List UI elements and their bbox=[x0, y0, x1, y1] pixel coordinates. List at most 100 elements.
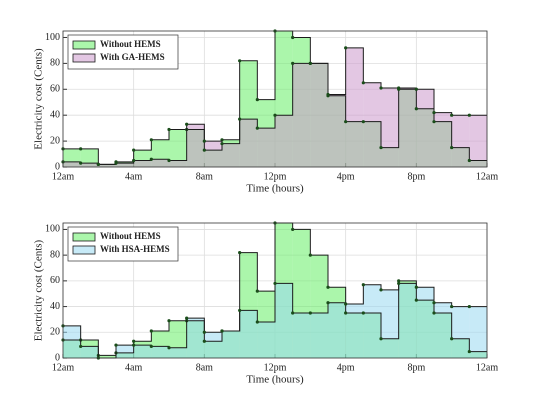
step-marker bbox=[361, 120, 365, 124]
step-marker bbox=[291, 61, 295, 65]
step-marker bbox=[397, 86, 401, 90]
x-tick-label: 12pm bbox=[264, 171, 287, 182]
step-marker bbox=[238, 250, 242, 255]
x-tick-label: 8pm bbox=[407, 171, 425, 182]
step-marker bbox=[414, 285, 418, 289]
step-marker bbox=[202, 330, 206, 334]
step-area bbox=[222, 331, 240, 358]
step-marker bbox=[308, 61, 312, 65]
step-marker bbox=[255, 126, 259, 130]
step-marker bbox=[450, 337, 454, 341]
y-tick-label: 20 bbox=[50, 135, 60, 146]
step-area bbox=[292, 63, 311, 167]
step-marker bbox=[397, 279, 401, 283]
y-tick-label: 0 bbox=[55, 161, 60, 172]
step-marker bbox=[326, 92, 330, 97]
step-marker bbox=[167, 127, 171, 132]
step-marker bbox=[132, 339, 136, 343]
step-marker bbox=[397, 281, 401, 286]
x-tick-label: 12pm bbox=[264, 362, 287, 373]
step-marker bbox=[255, 320, 259, 324]
step-marker bbox=[467, 158, 471, 163]
step-area bbox=[469, 306, 487, 358]
x-tick-label: 12am bbox=[52, 171, 74, 182]
x-tick-label: 8pm bbox=[407, 362, 425, 373]
step-area bbox=[345, 304, 364, 358]
step-area bbox=[186, 124, 205, 167]
step-marker bbox=[114, 343, 118, 347]
step-area bbox=[451, 115, 470, 167]
series bbox=[63, 283, 487, 358]
step-area bbox=[133, 345, 152, 358]
step-marker bbox=[379, 337, 383, 341]
step-marker bbox=[432, 120, 436, 124]
step-area bbox=[345, 47, 364, 167]
step-marker bbox=[326, 285, 330, 289]
x-tick-label: 4am bbox=[125, 171, 142, 182]
step-marker bbox=[308, 253, 312, 257]
step-area bbox=[398, 283, 417, 358]
step-marker bbox=[308, 311, 312, 315]
legend-label: Without HEMS bbox=[100, 231, 161, 241]
legend-label: With HSA-HEMS bbox=[100, 244, 170, 254]
y-tick-label: 60 bbox=[50, 275, 60, 286]
step-area bbox=[416, 287, 434, 358]
step-area bbox=[239, 119, 258, 167]
step-marker bbox=[255, 98, 259, 102]
x-tick-label: 12am bbox=[476, 171, 498, 182]
step-marker bbox=[114, 161, 118, 165]
step-marker bbox=[467, 113, 471, 117]
step-area bbox=[116, 163, 134, 167]
legend-swatch bbox=[72, 245, 96, 255]
step-outline bbox=[63, 282, 487, 359]
step-area bbox=[416, 89, 434, 167]
step-marker bbox=[149, 329, 153, 333]
step-area bbox=[434, 112, 452, 167]
step-area bbox=[98, 355, 116, 358]
step-marker bbox=[379, 86, 383, 90]
step-marker bbox=[132, 343, 136, 347]
step-area bbox=[310, 63, 328, 167]
step-area bbox=[239, 310, 258, 358]
step-marker bbox=[432, 311, 436, 315]
step-area bbox=[381, 87, 399, 167]
step-marker bbox=[202, 139, 206, 143]
x-tick-label: 4pm bbox=[337, 171, 355, 182]
step-marker bbox=[432, 111, 436, 115]
y-tick-label: 20 bbox=[50, 327, 60, 338]
step-marker bbox=[185, 122, 189, 126]
step-marker bbox=[467, 349, 471, 354]
step-marker bbox=[291, 311, 295, 315]
step-marker bbox=[450, 113, 454, 117]
step-area bbox=[451, 306, 470, 358]
step-area bbox=[363, 82, 381, 167]
x-axis-label: Time (hours) bbox=[246, 183, 304, 195]
step-marker bbox=[450, 304, 454, 309]
step-marker bbox=[344, 302, 348, 306]
step-marker bbox=[414, 87, 418, 91]
step-marker bbox=[202, 339, 206, 343]
x-axis-label: Time (hours) bbox=[246, 374, 304, 386]
step-marker bbox=[167, 158, 171, 163]
x-tick-label: 8am bbox=[196, 362, 213, 373]
step-marker bbox=[361, 311, 365, 315]
step-marker bbox=[291, 35, 295, 40]
x-tick-label: 4am bbox=[125, 362, 142, 373]
step-area bbox=[292, 313, 311, 358]
step-area bbox=[257, 128, 275, 167]
step-area bbox=[80, 163, 99, 167]
step-area bbox=[275, 283, 293, 358]
step-area bbox=[398, 87, 417, 167]
step-area bbox=[169, 347, 187, 358]
step-marker bbox=[132, 158, 136, 163]
step-marker bbox=[291, 227, 295, 232]
step-area bbox=[469, 115, 487, 167]
step-area bbox=[434, 302, 452, 358]
step-marker bbox=[167, 319, 171, 323]
y-axis-label: Electricity cost (Cents) bbox=[33, 239, 45, 341]
axes-frame bbox=[62, 222, 488, 359]
x-tick-label: 12am bbox=[476, 362, 498, 373]
step-marker bbox=[149, 344, 153, 349]
